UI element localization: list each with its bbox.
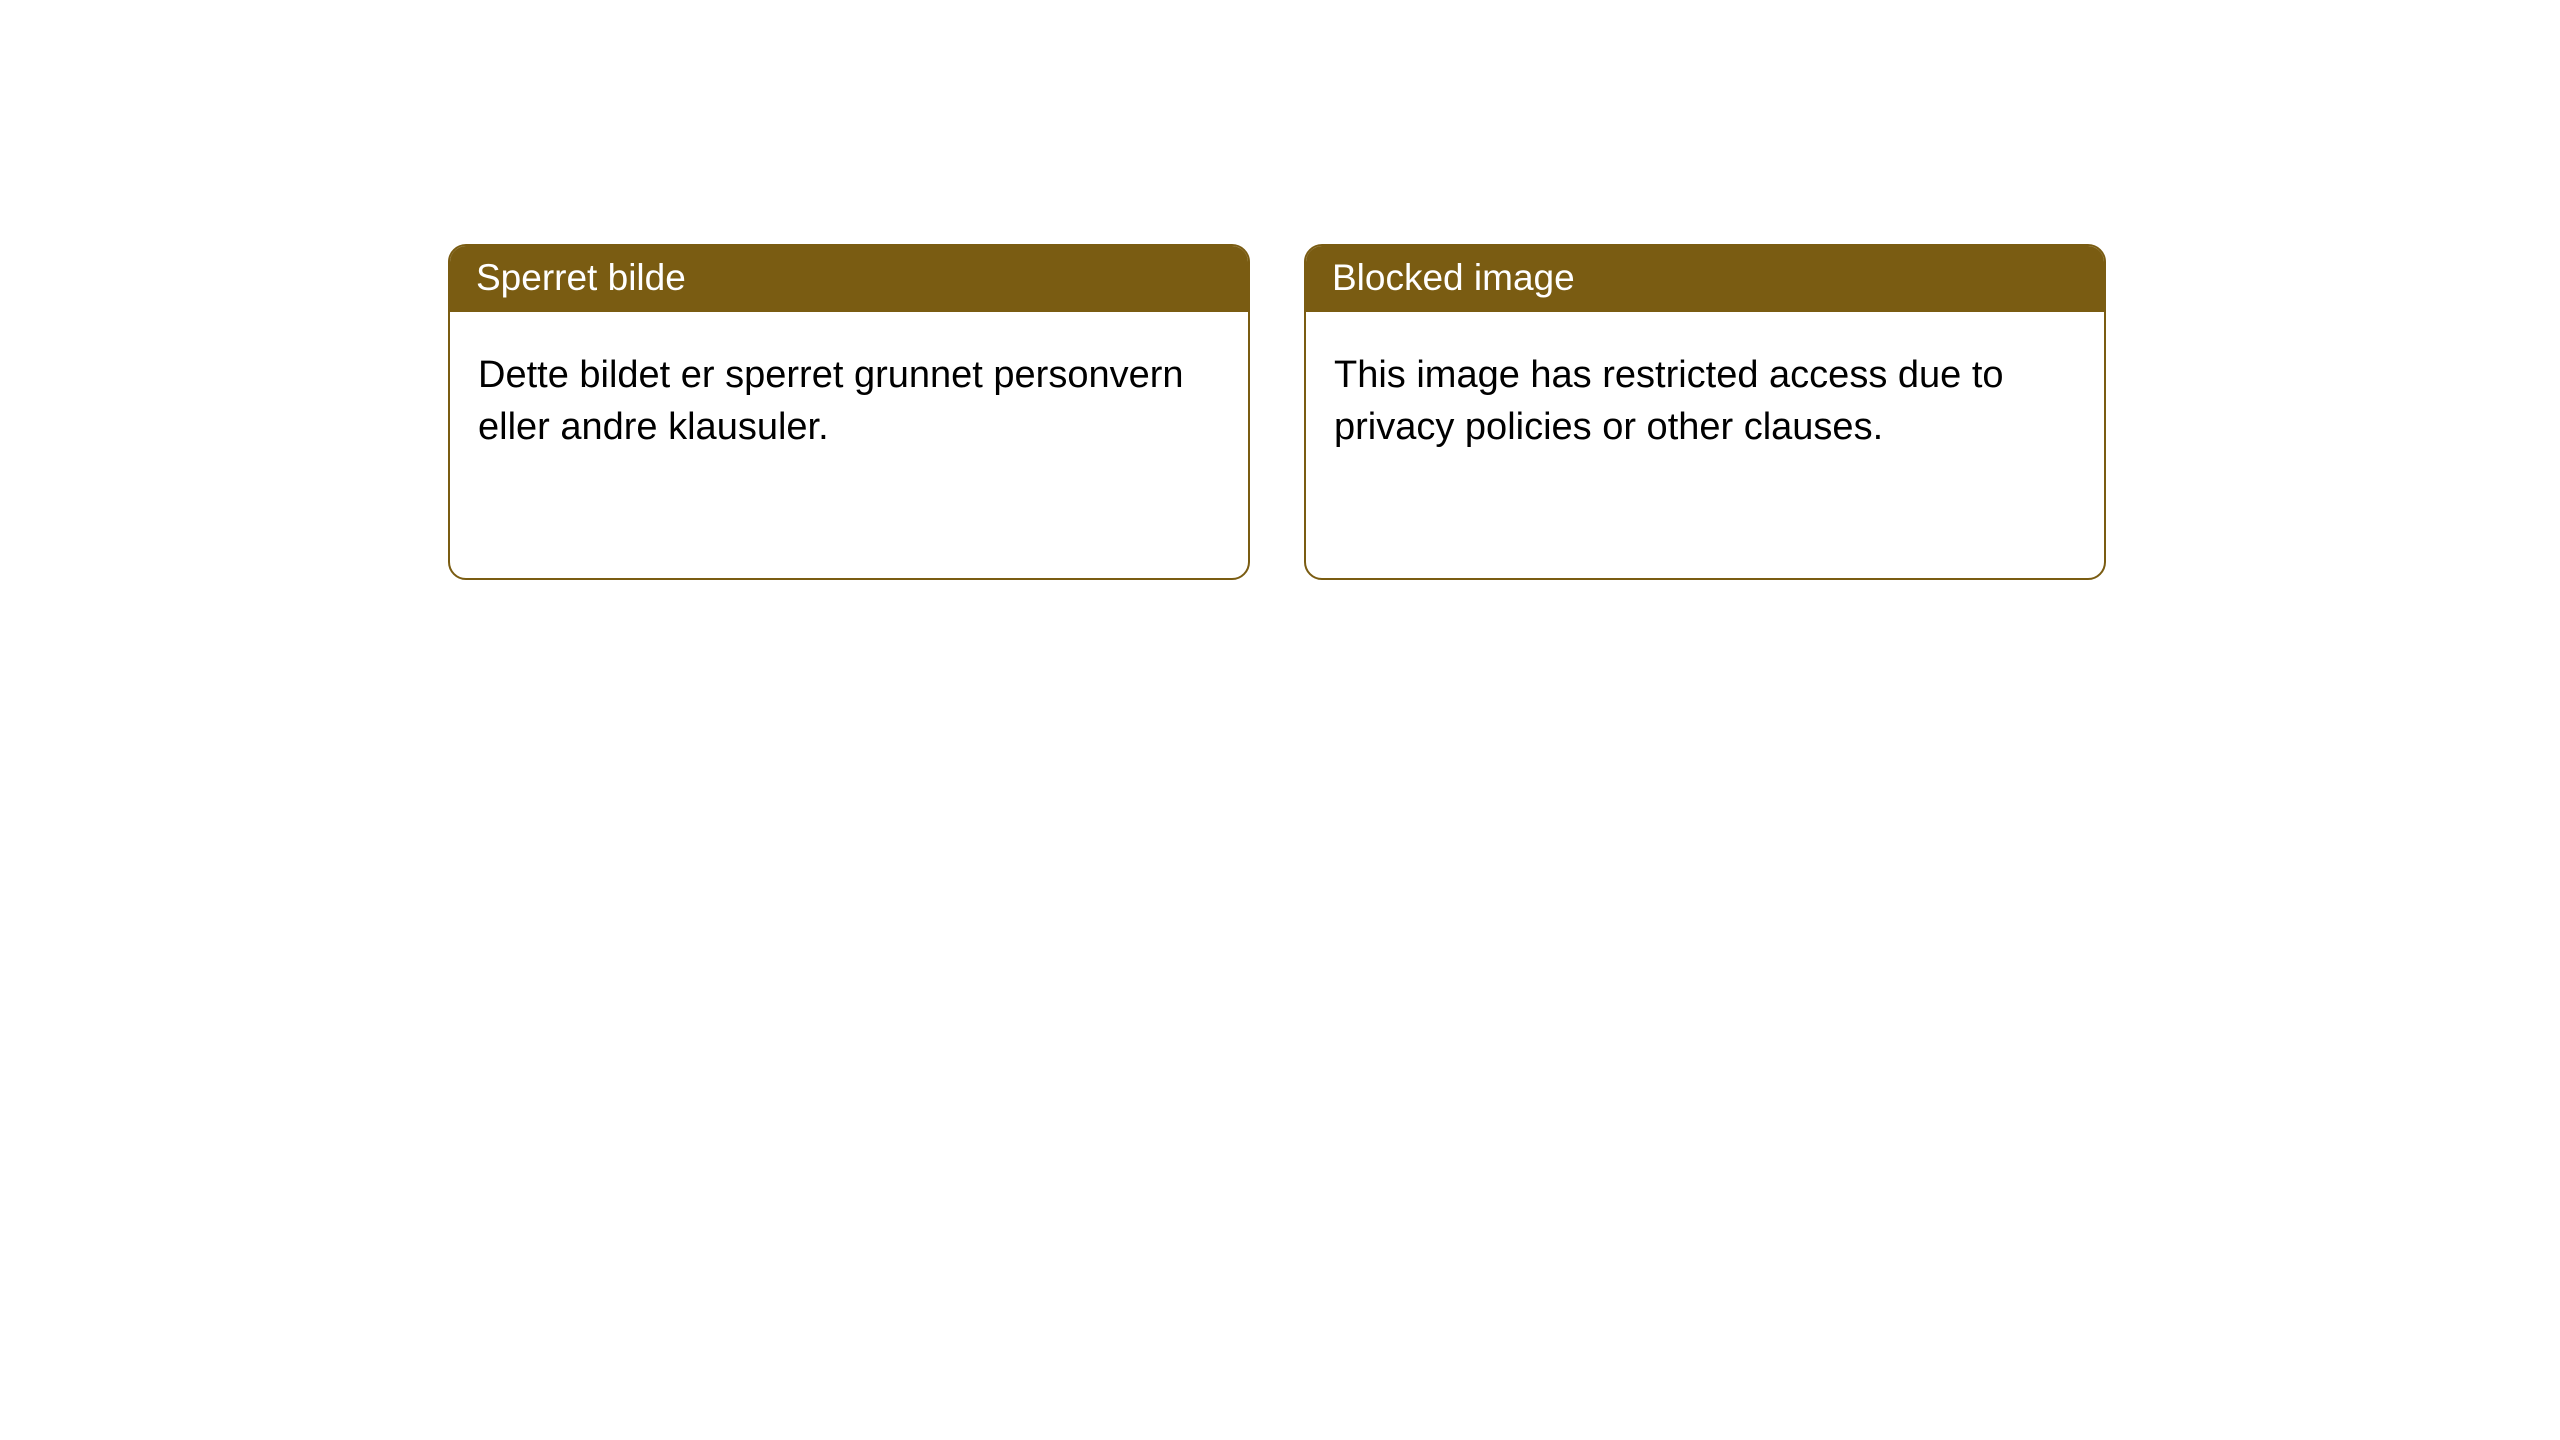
notice-container: Sperret bilde Dette bildet er sperret gr… — [0, 0, 2560, 580]
notice-header: Sperret bilde — [450, 246, 1248, 312]
notice-header: Blocked image — [1306, 246, 2104, 312]
notice-card-english: Blocked image This image has restricted … — [1304, 244, 2106, 580]
notice-body: Dette bildet er sperret grunnet personve… — [450, 312, 1248, 481]
notice-card-norwegian: Sperret bilde Dette bildet er sperret gr… — [448, 244, 1250, 580]
notice-body: This image has restricted access due to … — [1306, 312, 2104, 481]
